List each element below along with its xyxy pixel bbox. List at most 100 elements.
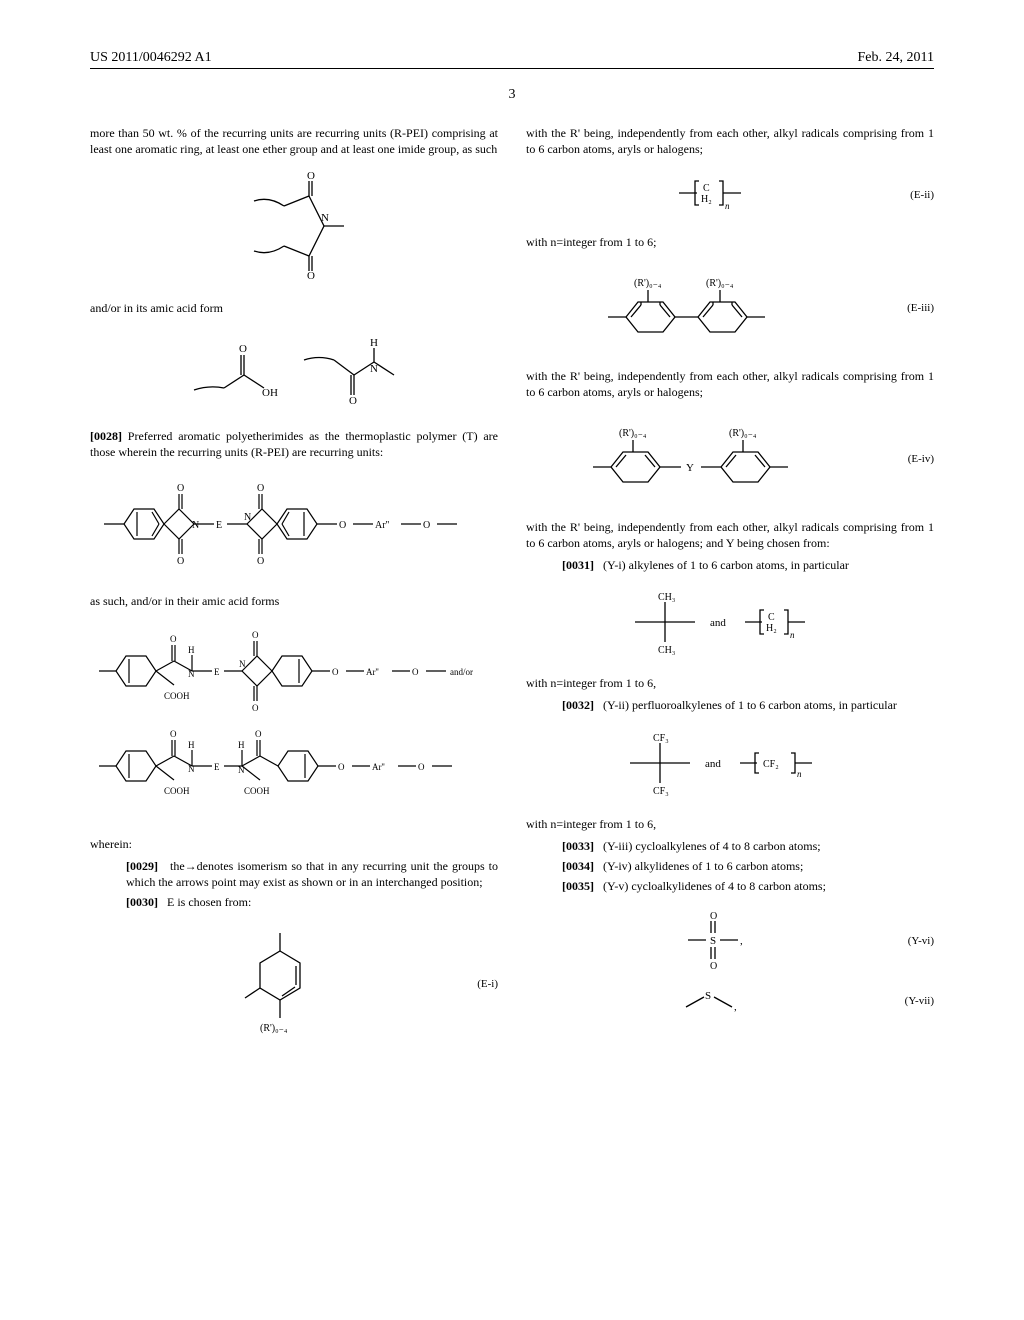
svg-text:O: O — [332, 667, 339, 677]
para-n-1-6-c: with n=integer from 1 to 6, — [526, 816, 934, 832]
svg-text:N: N — [188, 669, 195, 679]
svg-text:n: n — [790, 630, 795, 640]
structure-imide: O O N — [90, 171, 498, 285]
svg-text:O: O — [339, 520, 346, 531]
svg-text:(R')₀₋₄: (R')₀₋₄ — [634, 278, 662, 289]
para-0033: [0033] (Y-iii) cycloalkylenes of 4 to 8 … — [526, 838, 934, 854]
publication-number: US 2011/0046292 A1 — [90, 50, 212, 66]
svg-text:C: C — [703, 183, 710, 194]
svg-text:O: O — [170, 634, 177, 644]
para-num-0035: [0035] — [562, 879, 594, 893]
svg-text:COOH: COOH — [164, 786, 190, 796]
svg-text:N: N — [239, 659, 246, 669]
para-0035: [0035] (Y-v) cycloalkylidenes of 4 to 8 … — [526, 878, 934, 894]
svg-text:N: N — [238, 765, 245, 775]
svg-text:n: n — [797, 769, 802, 779]
para-r-prime-2: with the R' being, independently from ea… — [526, 368, 934, 400]
svg-text:O: O — [710, 961, 717, 972]
svg-text:(R')₀₋₄: (R')₀₋₄ — [619, 428, 647, 439]
para-num-0034: [0034] — [562, 859, 594, 873]
svg-text:and: and — [705, 758, 721, 770]
right-column: with the R' being, independently from ea… — [526, 125, 934, 1059]
para-0032-text: (Y-ii) perfluoroalkylenes of 1 to 6 carb… — [603, 698, 897, 712]
structure-amic-acid: O OH O H N — [90, 330, 498, 414]
svg-text:Y: Y — [686, 462, 694, 474]
svg-text:H₂: H₂ — [766, 623, 777, 634]
para-0028-text: Preferred aromatic polyetherimides as th… — [90, 429, 498, 459]
svg-text:O: O — [423, 520, 430, 531]
para-0034-text: (Y-iv) alkylidenes of 1 to 6 carbon atom… — [603, 859, 803, 873]
para-0032: [0032] (Y-ii) perfluoroalkylenes of 1 to… — [526, 697, 934, 713]
svg-text:H: H — [370, 337, 378, 349]
svg-text:H₂: H₂ — [701, 194, 712, 205]
svg-text:N: N — [370, 363, 378, 375]
para-n-1-6-b: with n=integer from 1 to 6, — [526, 675, 934, 691]
structure-e-ii: C H₂ n — [669, 169, 759, 217]
svg-text:E: E — [214, 762, 220, 772]
svg-text:(R')₀₋₄: (R')₀₋₄ — [706, 278, 734, 289]
svg-text:Ar'': Ar'' — [366, 667, 379, 677]
para-n-1-6-a: with n=integer from 1 to 6; — [526, 234, 934, 250]
svg-text:O: O — [177, 556, 184, 567]
para-num-0030: [0030] — [126, 895, 158, 909]
para-0030: [0030] E is chosen from: — [90, 894, 498, 910]
structure-y-i: CH₃ CH₃ and C H₂ n — [526, 587, 934, 661]
structure-y-vii: S , — [671, 983, 751, 1017]
svg-text:OH: OH — [262, 387, 278, 399]
structure-y-vii-row: S , (Y-vii) — [526, 983, 934, 1021]
para-0033-text: (Y-iii) cycloalkylenes of 4 to 8 carbon … — [603, 839, 821, 853]
para-wherein: wherein: — [90, 836, 498, 852]
para-amic-acid: and/or in its amic acid form — [90, 300, 498, 316]
svg-text:N: N — [192, 520, 199, 531]
svg-text:O: O — [239, 343, 247, 355]
para-amic-forms: as such, and/or in their amic acid forms — [90, 593, 498, 609]
svg-text:N: N — [244, 512, 251, 523]
publication-date: Feb. 24, 2011 — [858, 50, 934, 66]
svg-text:O: O — [418, 762, 425, 772]
page-header: US 2011/0046292 A1 Feb. 24, 2011 — [90, 50, 934, 69]
eq-label-e-iii: (E-iii) — [899, 301, 934, 316]
para-0031-text: (Y-i) alkylenes of 1 to 6 carbon atoms, … — [603, 558, 849, 572]
svg-text:CF₂: CF₂ — [763, 759, 779, 770]
svg-text:O: O — [257, 556, 264, 567]
structure-e-iii: (R')₀₋₄ (R')₀₋₄ — [598, 262, 828, 352]
para-intro: more than 50 wt. % of the recurring unit… — [90, 125, 498, 157]
svg-text:CF₃: CF₃ — [653, 786, 669, 797]
eq-label-y-vii: (Y-vii) — [897, 994, 934, 1009]
svg-text:and: and — [710, 617, 726, 629]
para-0034: [0034] (Y-iv) alkylidenes of 1 to 6 carb… — [526, 858, 934, 874]
para-0035-text: (Y-v) cycloalkylidenes of 4 to 8 carbon … — [603, 879, 826, 893]
svg-text:O: O — [349, 395, 357, 407]
para-0028: [0028] Preferred aromatic polyetherimide… — [90, 428, 498, 460]
structure-e-i: (R')₀₋₄ — [225, 923, 335, 1043]
svg-text:H: H — [188, 740, 195, 750]
svg-text:O: O — [177, 483, 184, 494]
svg-text:O: O — [710, 911, 717, 922]
eq-label-e-ii: (E-ii) — [902, 188, 934, 203]
structure-pei-amic: O H N COOH E N O O O Ar'' O and/or — [90, 623, 498, 822]
structure-y-vi-row: S O O , (Y-vi) — [526, 907, 934, 977]
para-0030-text: E is chosen from: — [167, 895, 251, 909]
eq-label-e-i: (E-i) — [469, 977, 498, 992]
para-0029-text: the→denotes isomerism so that in any rec… — [126, 859, 498, 889]
svg-text:and/or: and/or — [450, 667, 473, 677]
structure-e-i-row: (R')₀₋₄ (E-i) — [90, 923, 498, 1047]
svg-text:(R')₀₋₄: (R')₀₋₄ — [260, 1023, 288, 1034]
para-r-prime-3: with the R' being, independently from ea… — [526, 519, 934, 551]
svg-text:Ar'': Ar'' — [375, 520, 389, 531]
svg-text:E: E — [216, 520, 222, 531]
svg-text:O: O — [170, 729, 177, 739]
structure-e-ii-row: C H₂ n (E-ii) — [526, 169, 934, 221]
svg-text:N: N — [321, 212, 329, 224]
para-0031: [0031] (Y-i) alkylenes of 1 to 6 carbon … — [526, 557, 934, 573]
svg-text:CH₃: CH₃ — [658, 645, 675, 656]
svg-text:Ar'': Ar'' — [372, 762, 385, 772]
svg-text:CH₃: CH₃ — [658, 592, 675, 603]
svg-text:H: H — [188, 645, 195, 655]
structure-pei-main: O O O O N N E O Ar'' O — [90, 474, 498, 578]
svg-text:(R')₀₋₄: (R')₀₋₄ — [729, 428, 757, 439]
svg-text:H: H — [238, 740, 245, 750]
para-num-0031: [0031] — [562, 558, 594, 572]
para-num-0032: [0032] — [562, 698, 594, 712]
svg-text:C: C — [768, 612, 775, 623]
